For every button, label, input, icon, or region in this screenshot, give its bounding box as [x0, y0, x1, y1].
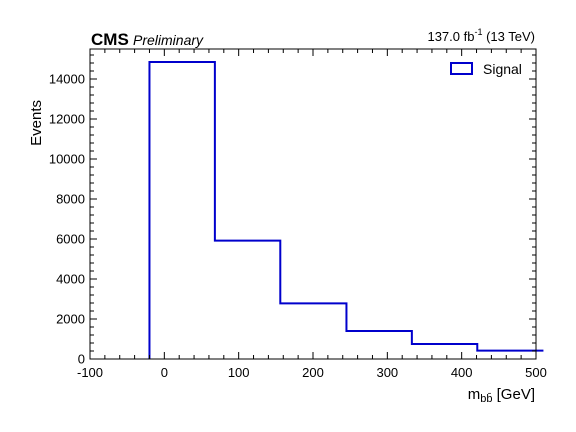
y-axis-title: Events [28, 100, 45, 146]
axis-ticks: -100 0 100 200 300 400 50002000400060008000100… [49, 49, 547, 380]
x-tick-label: 0 [161, 365, 168, 380]
x-tick-label: 200 [302, 365, 324, 380]
histogram-bin [412, 344, 477, 359]
x-axis-title-base: m [468, 386, 481, 403]
x-tick-label: 300 [376, 365, 398, 380]
histogram-bin [477, 351, 543, 359]
plot-frame [89, 48, 537, 360]
y-tick-label: 12000 [49, 112, 85, 127]
y-tick-label: 6000 [56, 232, 85, 247]
x-tick-label: 500 [525, 365, 547, 380]
histogram-bin [346, 331, 411, 359]
lumi-suffix: (13 TeV) [482, 29, 535, 44]
histogram-bin [149, 62, 214, 359]
x-tick-label: 400 [451, 365, 473, 380]
x-tick-label: 100 [228, 365, 250, 380]
y-tick-label: 8000 [56, 192, 85, 207]
x-tick-label: -100 [77, 365, 103, 380]
lumi-prefix: 137.0 fb [427, 29, 474, 44]
experiment-label: CMS [91, 30, 129, 49]
histogram-bin [280, 303, 346, 359]
lumi-label: 137.0 fb-1 (13 TeV) [427, 27, 535, 44]
histogram-bin [215, 241, 280, 359]
x-axis-title-sub: bb̄ [480, 392, 492, 405]
y-tick-label: 14000 [49, 72, 85, 87]
y-tick-label: 10000 [49, 152, 85, 167]
x-axis-title: mbb̄ [GeV] [468, 386, 535, 405]
legend-label-signal: Signal [483, 61, 522, 77]
legend-swatch-signal [450, 62, 473, 75]
legend: Signal [450, 61, 522, 77]
histogram-outline-signal [148, 61, 544, 359]
x-axis-title-unit: [GeV] [492, 386, 535, 403]
y-tick-label: 0 [78, 352, 85, 367]
status-label: Preliminary [133, 32, 204, 48]
y-tick-label: 4000 [56, 272, 85, 287]
plot-area [148, 61, 544, 359]
lumi-exponent: -1 [474, 27, 482, 37]
y-tick-label: 2000 [56, 312, 85, 327]
